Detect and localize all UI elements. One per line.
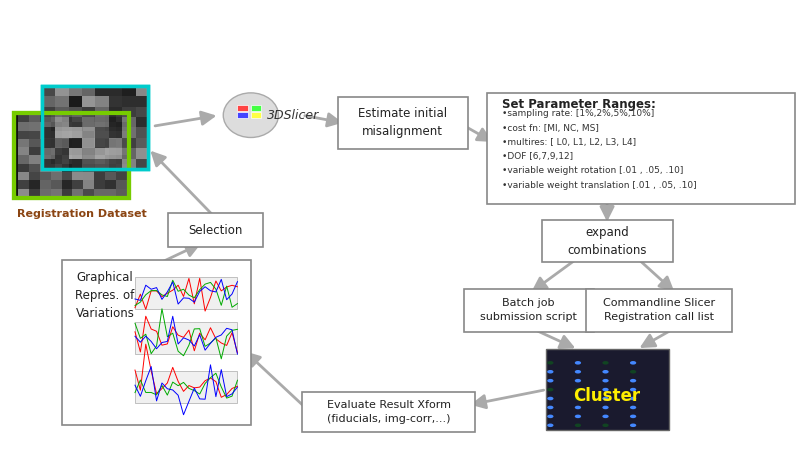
Circle shape <box>574 423 581 427</box>
Text: •variable weight translation [.01 , .05, .10]: •variable weight translation [.01 , .05,… <box>502 181 697 190</box>
Circle shape <box>547 379 554 383</box>
Circle shape <box>630 405 636 409</box>
Circle shape <box>547 388 554 392</box>
Text: 3DSlicer: 3DSlicer <box>266 109 319 122</box>
FancyBboxPatch shape <box>464 289 594 332</box>
Text: Evaluate Result Xform
(fiducials, img-corr,...): Evaluate Result Xform (fiducials, img-co… <box>326 400 450 424</box>
FancyBboxPatch shape <box>135 277 238 309</box>
FancyBboxPatch shape <box>251 113 261 118</box>
Circle shape <box>547 423 554 427</box>
Circle shape <box>630 414 636 418</box>
FancyBboxPatch shape <box>14 113 129 198</box>
Ellipse shape <box>223 93 278 137</box>
Text: Selection: Selection <box>188 224 242 237</box>
FancyBboxPatch shape <box>542 220 673 262</box>
Circle shape <box>630 361 636 365</box>
FancyBboxPatch shape <box>135 322 238 354</box>
FancyBboxPatch shape <box>135 371 238 403</box>
FancyBboxPatch shape <box>42 86 148 169</box>
Circle shape <box>547 397 554 401</box>
Text: Commandline Slicer
Registration call list: Commandline Slicer Registration call lis… <box>602 299 714 322</box>
Text: •cost fn: [MI, NC, MS]: •cost fn: [MI, NC, MS] <box>502 123 599 132</box>
Circle shape <box>630 379 636 383</box>
Circle shape <box>602 379 609 383</box>
Circle shape <box>630 397 636 401</box>
Circle shape <box>574 414 581 418</box>
Circle shape <box>602 370 609 374</box>
FancyBboxPatch shape <box>238 113 248 118</box>
Text: Set Parameter Ranges:: Set Parameter Ranges: <box>502 97 656 110</box>
Circle shape <box>602 397 609 401</box>
Circle shape <box>547 414 554 418</box>
Text: Cluster: Cluster <box>574 387 641 405</box>
Circle shape <box>574 361 581 365</box>
FancyBboxPatch shape <box>168 213 262 247</box>
Circle shape <box>630 388 636 392</box>
Text: Graphical
Repres. of
Variations: Graphical Repres. of Variations <box>75 271 134 321</box>
FancyBboxPatch shape <box>487 93 794 204</box>
Circle shape <box>602 361 609 365</box>
Text: •DOF [6,7,9,12]: •DOF [6,7,9,12] <box>502 152 574 161</box>
FancyBboxPatch shape <box>251 105 261 111</box>
FancyBboxPatch shape <box>302 392 475 432</box>
Circle shape <box>547 361 554 365</box>
Circle shape <box>630 370 636 374</box>
FancyBboxPatch shape <box>586 289 732 332</box>
Text: •variable weight rotation [.01 , .05, .10]: •variable weight rotation [.01 , .05, .1… <box>502 167 684 176</box>
Text: •multires: [ L0, L1, L2, L3, L4]: •multires: [ L0, L1, L2, L3, L4] <box>502 138 636 147</box>
Circle shape <box>574 370 581 374</box>
Circle shape <box>602 405 609 409</box>
Text: Batch job
submission script: Batch job submission script <box>480 299 577 322</box>
Text: •sampling rate: [1%,2%,5%,10%]: •sampling rate: [1%,2%,5%,10%] <box>502 110 654 119</box>
Circle shape <box>547 405 554 409</box>
Circle shape <box>574 379 581 383</box>
Circle shape <box>574 405 581 409</box>
Text: expand
combinations: expand combinations <box>568 226 647 257</box>
FancyBboxPatch shape <box>546 349 669 430</box>
FancyBboxPatch shape <box>338 97 467 149</box>
Circle shape <box>547 370 554 374</box>
Circle shape <box>602 423 609 427</box>
Text: Registration Dataset: Registration Dataset <box>17 209 146 219</box>
Circle shape <box>602 414 609 418</box>
FancyBboxPatch shape <box>238 105 248 111</box>
Circle shape <box>574 397 581 401</box>
FancyBboxPatch shape <box>62 260 251 425</box>
Circle shape <box>574 388 581 392</box>
Circle shape <box>602 388 609 392</box>
Circle shape <box>630 423 636 427</box>
Text: Estimate initial
misalignment: Estimate initial misalignment <box>358 107 447 138</box>
